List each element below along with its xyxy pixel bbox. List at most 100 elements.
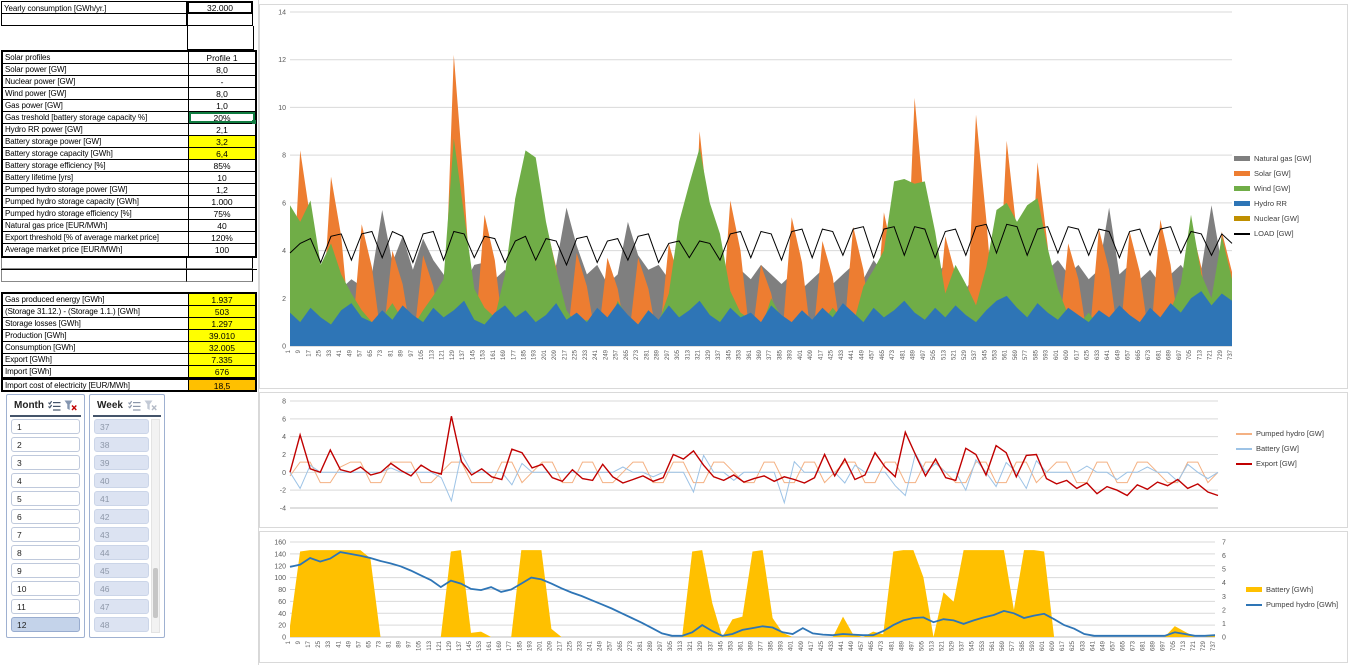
table-row: Battery storage capacity [GWh] 6,4 <box>3 148 255 160</box>
slicer-item-month-5[interactable]: 5 <box>11 491 80 506</box>
slicer-item-month-8[interactable]: 8 <box>11 545 80 560</box>
row-value-cell[interactable]: 32.000 <box>187 1 253 14</box>
slicer-item-week-46[interactable]: 46 <box>94 581 149 596</box>
pumped-hydro-gw-legend-swatch <box>1236 432 1252 435</box>
slicer-item-week-39[interactable]: 39 <box>94 455 149 470</box>
row-label-cell[interactable] <box>1 270 187 282</box>
row-value-cell[interactable]: 6,4 <box>189 148 255 159</box>
slicer-item-week-37[interactable]: 37 <box>94 419 149 434</box>
row-label-cell[interactable]: Gas power [GW] <box>3 100 189 111</box>
row-label-cell[interactable]: Nuclear power [GW] <box>3 76 189 87</box>
row-value-cell[interactable]: 8,0 <box>216 65 228 75</box>
row-value-cell[interactable]: 676 <box>189 366 255 377</box>
row-value-cell[interactable]: 7.335 <box>189 354 255 365</box>
row-label-cell[interactable]: Export threshold [% of average market pr… <box>3 232 189 243</box>
row-label-cell[interactable]: Battery lifetime [yrs] <box>3 172 189 183</box>
slicer-item-month-11[interactable]: 11 <box>11 599 80 614</box>
slicer-item-month-3[interactable]: 3 <box>11 455 80 470</box>
row-label-cell[interactable]: Yearly consumption [GWh/yr.] <box>1 1 187 14</box>
row-value-cell[interactable]: 40 <box>217 221 227 231</box>
row-value-cell[interactable]: 8,0 <box>216 89 228 99</box>
x-axis-label: 529 <box>950 640 956 651</box>
row-value-cell[interactable]: 18,5 <box>189 380 255 391</box>
row-label-cell[interactable] <box>1 14 187 26</box>
row-label-cell[interactable]: Export [GWh] <box>3 354 189 365</box>
slicer-item-week-38[interactable]: 38 <box>94 437 149 452</box>
multiselect-icon[interactable] <box>128 400 141 411</box>
slicer-item-week-42[interactable]: 42 <box>94 509 149 524</box>
row-label-cell[interactable]: Battery storage power [GW] <box>3 136 189 147</box>
clear-filter-icon[interactable] <box>144 400 157 411</box>
row-value-cell[interactable]: - <box>220 77 224 87</box>
slicer-item-month-1[interactable]: 1 <box>11 419 80 434</box>
table-row: Wind power [GW] 8,0 <box>3 88 255 100</box>
slicer-item-month-4[interactable]: 4 <box>11 473 80 488</box>
slicer-item-week-43[interactable]: 43 <box>94 527 149 542</box>
row-value-cell[interactable]: 32.005 <box>189 342 255 353</box>
row-value-cell[interactable] <box>187 258 253 269</box>
row-label-cell[interactable]: Pumped hydro storage power [GW] <box>3 184 189 195</box>
row-value-cell[interactable]: 85% <box>213 161 231 171</box>
row-value-cell[interactable] <box>187 270 253 282</box>
row-label-cell[interactable] <box>1 258 187 269</box>
slicer-item-week-48[interactable]: 48 <box>94 617 149 632</box>
x-axis-label: 417 <box>818 349 824 360</box>
slicer-item-week-47[interactable]: 47 <box>94 599 149 614</box>
row-label-cell[interactable]: Solar power [GW] <box>3 64 189 75</box>
row-value-cell[interactable]: 1,0 <box>216 101 228 111</box>
legend-label: Natural gas [GW] <box>1254 154 1312 163</box>
row-value-cell[interactable]: 1.937 <box>189 294 255 305</box>
row-value-cell[interactable]: 503 <box>189 306 255 317</box>
slicer-item-month-7[interactable]: 7 <box>11 527 80 542</box>
row-label-cell[interactable]: Pumped hydro storage efficiency [%] <box>3 208 189 219</box>
row-value-cell[interactable]: 100 <box>214 245 230 255</box>
row-value-cell[interactable] <box>187 14 253 26</box>
row-value-cell[interactable]: 1.000 <box>211 197 233 207</box>
slicer-item-week-44[interactable]: 44 <box>94 545 149 560</box>
row-label-cell[interactable]: Production [GWh] <box>3 330 189 341</box>
row-value-cell[interactable]: Profile 1 <box>206 53 238 63</box>
row-label-cell[interactable]: Average market price [EUR/MWh] <box>3 244 189 256</box>
week-scrollbar-thumb[interactable] <box>153 568 158 618</box>
row-value-cell[interactable]: 120% <box>211 233 233 243</box>
clear-filter-icon[interactable] <box>64 400 77 411</box>
row-value-cell[interactable]: 1.297 <box>189 318 255 329</box>
row-label-cell[interactable]: Pumped hydro storage capacity [GWh] <box>3 196 189 207</box>
row-value-cell[interactable]: 39.010 <box>189 330 255 341</box>
row-value-cell[interactable]: 75% <box>213 209 231 219</box>
slicer-item-month-2[interactable]: 2 <box>11 437 80 452</box>
x-axis-label: 473 <box>890 349 896 360</box>
x-axis-label: 545 <box>970 640 976 651</box>
row-label-cell[interactable]: Gas treshold [battery storage capacity %… <box>3 112 189 123</box>
slicer-item-week-45[interactable]: 45 <box>94 563 149 578</box>
row-value-cell[interactable]: 3,2 <box>189 136 255 147</box>
row-label-cell[interactable]: Import [GWh] <box>3 366 189 377</box>
row-label-cell[interactable]: Wind power [GW] <box>3 88 189 99</box>
row-label-cell[interactable]: Import cost of electricity [EUR/MWh] <box>3 380 189 390</box>
slicer-item-month-6[interactable]: 6 <box>11 509 80 524</box>
slicer-item-month-12[interactable]: 12 <box>11 617 80 632</box>
row-label-cell[interactable]: Battery storage capacity [GWh] <box>3 148 189 159</box>
row-value-cell[interactable]: 2,1 <box>216 125 228 135</box>
row-value-cell[interactable]: 1,2 <box>216 185 228 195</box>
slicer-item-month-10[interactable]: 10 <box>11 581 80 596</box>
table-row: Battery lifetime [yrs] 10 <box>3 172 255 184</box>
row-label-cell[interactable]: Solar profiles <box>3 52 189 63</box>
row-label-cell[interactable]: Consumption [GWh] <box>3 342 189 353</box>
slicer-item-week-40[interactable]: 40 <box>94 473 149 488</box>
row-label-cell[interactable]: (Storage 31.12.) - (Storage 1.1.) [GWh] <box>3 306 189 317</box>
x-axis-label: 425 <box>829 349 835 360</box>
row-label-cell[interactable]: Hydro RR power [GW] <box>3 124 189 135</box>
slicer-item-week-41[interactable]: 41 <box>94 491 149 506</box>
row-label-cell[interactable]: Storage losses [GWh] <box>3 318 189 329</box>
slicer-item-month-9[interactable]: 9 <box>11 563 80 578</box>
row-value-cell[interactable]: 20% <box>189 112 256 124</box>
fill-handle[interactable] <box>252 120 256 124</box>
row-value-cell[interactable]: 10 <box>217 173 227 183</box>
x-axis-label: 561 <box>990 640 996 651</box>
row-label-cell[interactable]: Battery storage efficiency [%] <box>3 160 189 171</box>
week-scrollbar-track[interactable] <box>151 419 160 633</box>
multiselect-icon[interactable] <box>48 400 61 411</box>
row-label-cell[interactable]: Natural gas price [EUR/MWh] <box>3 220 189 231</box>
row-label-cell[interactable]: Gas produced energy [GWh] <box>3 294 189 305</box>
